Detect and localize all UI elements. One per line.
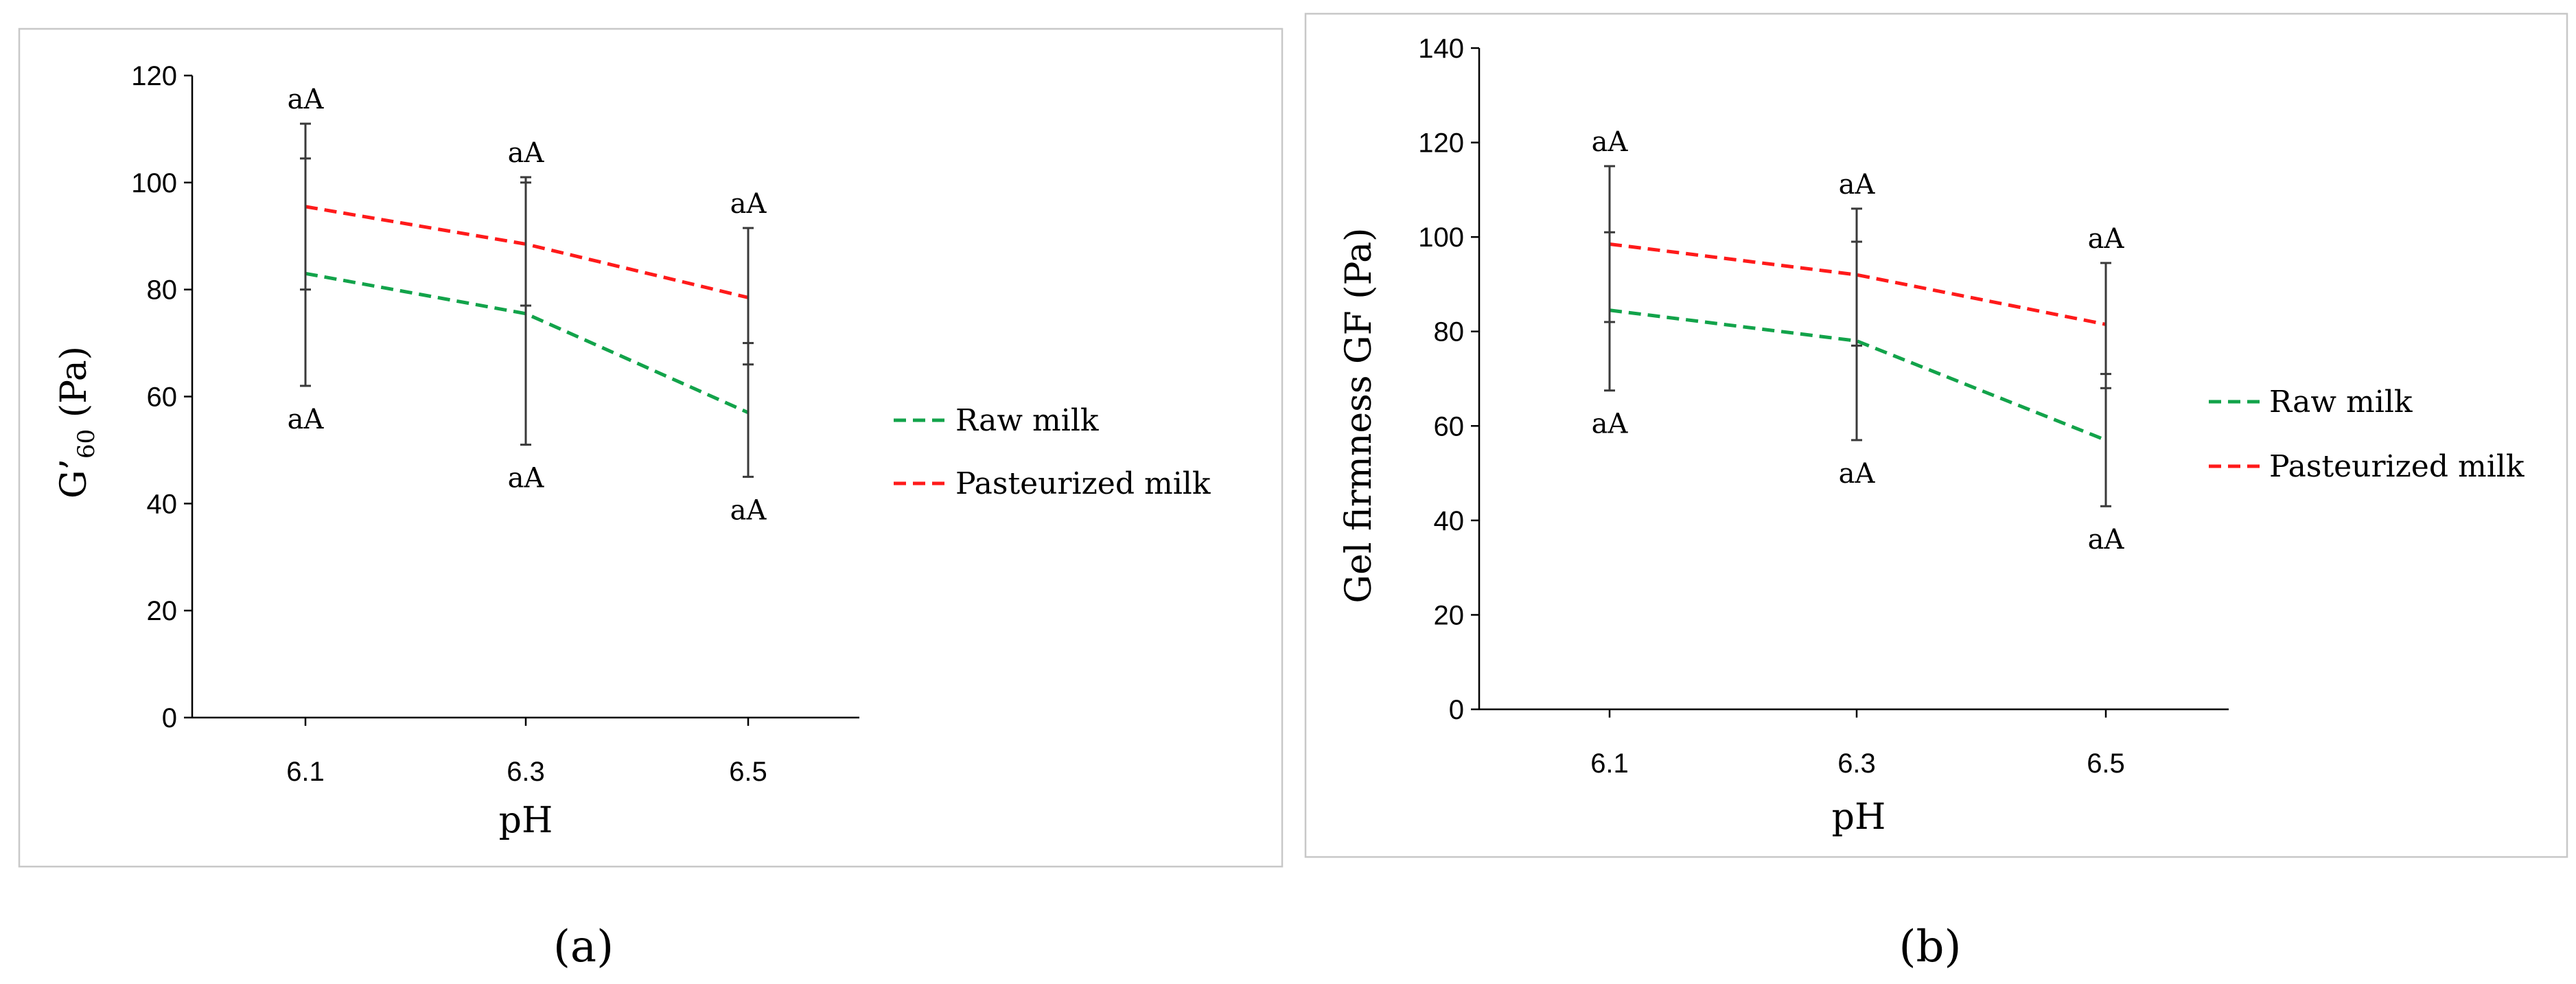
y-tick-label: 120 xyxy=(131,61,177,91)
error-bar xyxy=(2100,373,2111,507)
significance-label: aA xyxy=(1592,409,1629,440)
y-axis-title-a: G’60 (Pa) xyxy=(54,346,100,499)
significance-label: aA xyxy=(1592,126,1629,158)
x-tick-label: 6.3 xyxy=(1837,748,1876,779)
significance-label: aA xyxy=(508,137,545,169)
series-line-raw-milk xyxy=(305,271,750,415)
error-bar xyxy=(743,227,754,366)
legend-b: Raw milk Pasteurized milk xyxy=(2209,385,2525,484)
y-axis-title-sub-a: 60 xyxy=(73,429,100,459)
y-tick-label: 60 xyxy=(147,382,178,413)
y-tick-label: 20 xyxy=(1434,600,1465,630)
legend-label-past-b: Pasteurized milk xyxy=(2269,449,2525,484)
y-tick-label: 40 xyxy=(1434,506,1465,536)
annotation-layer-a: aA aA aA aA aA aA xyxy=(288,84,767,526)
significance-label: aA xyxy=(730,494,767,526)
error-bar xyxy=(1604,165,1615,323)
caption-a: (a) xyxy=(553,922,614,972)
y-tick-label: 20 xyxy=(147,596,178,626)
legend-a: Raw milk Pasteurized milk xyxy=(894,403,1211,501)
significance-label: aA xyxy=(1839,458,1876,490)
x-axis-a: 6.1 6.3 6.5 xyxy=(192,716,859,787)
y-axis-b: 0 20 40 60 80 100 120 140 xyxy=(1418,34,1481,725)
x-tick-label: 6.1 xyxy=(1590,748,1629,779)
x-tick-label: 6.5 xyxy=(729,757,767,787)
legend-label-raw-a: Raw milk xyxy=(955,403,1099,438)
series-layer-b xyxy=(1604,165,2111,507)
y-axis-a: 0 20 40 60 80 100 120 xyxy=(131,61,194,733)
significance-label: aA xyxy=(288,84,325,115)
y-axis-title-main-a: G’ xyxy=(54,459,95,499)
y-axis-title-b: Gel firmness GF (Pa) xyxy=(1338,228,1380,604)
series-line-raw-milk xyxy=(1609,308,2107,442)
y-tick-label: 40 xyxy=(147,489,178,519)
y-axis-title-unit-a: (Pa) xyxy=(54,346,95,429)
significance-label: aA xyxy=(508,463,545,494)
annotation-layer-b: aA aA aA aA aA aA xyxy=(1592,126,2125,556)
legend-label-raw-b: Raw milk xyxy=(2269,385,2413,420)
significance-label: aA xyxy=(288,404,325,435)
error-bar xyxy=(2100,262,2111,389)
y-tick-label: 60 xyxy=(1434,411,1465,442)
x-tick-label: 6.3 xyxy=(507,757,545,787)
legend-label-past-a: Pasteurized milk xyxy=(955,466,1211,501)
error-bar xyxy=(520,176,531,307)
series-line-pasteurized-milk xyxy=(1609,242,2107,326)
chart-frame-b xyxy=(1304,12,2568,858)
y-tick-label: 0 xyxy=(162,703,177,733)
y-tick-label: 120 xyxy=(1418,128,1464,159)
x-axis-title-b: pH xyxy=(1832,797,1886,838)
y-tick-label: 100 xyxy=(1418,222,1464,253)
chart-panel-a: 0 20 40 60 80 100 120 6.1 6.3 6.5 aA aA aA aA aA aA p… xyxy=(18,27,1284,868)
x-tick-label: 6.1 xyxy=(286,757,325,787)
series-layer-a xyxy=(300,122,754,478)
error-bar xyxy=(300,122,311,291)
x-axis-title-a: pH xyxy=(499,800,553,841)
y-tick-label: 100 xyxy=(131,168,177,198)
x-axis-b: 6.1 6.3 6.5 xyxy=(1479,708,2229,779)
significance-label: aA xyxy=(1839,169,1876,201)
significance-label: aA xyxy=(2088,524,2125,556)
caption-b: (b) xyxy=(1899,922,1962,972)
significance-label: aA xyxy=(730,188,767,220)
y-tick-label: 0 xyxy=(1449,695,1464,725)
y-tick-label: 80 xyxy=(1434,317,1465,347)
x-tick-label: 6.5 xyxy=(2087,748,2125,779)
error-bar xyxy=(1851,207,1862,347)
y-tick-label: 80 xyxy=(147,275,178,306)
chart-frame-a xyxy=(18,27,1284,868)
y-tick-label: 140 xyxy=(1418,34,1464,64)
significance-label: aA xyxy=(2088,223,2125,255)
